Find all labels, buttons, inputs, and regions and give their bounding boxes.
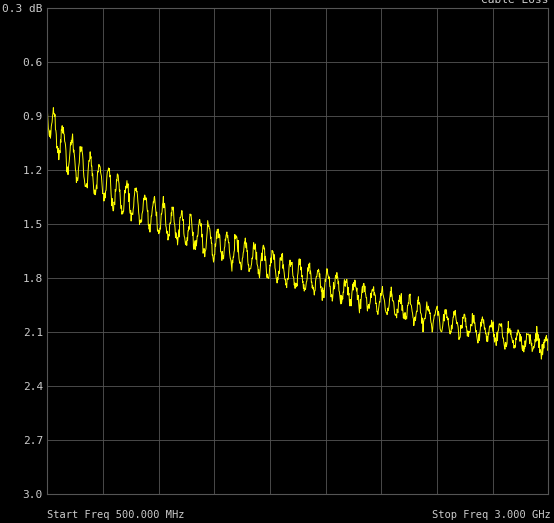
Text: Start Freq 500.000 MHz: Start Freq 500.000 MHz xyxy=(47,510,184,520)
Text: Cable Loss: Cable Loss xyxy=(481,0,548,5)
Text: Stop Freq 3.000 GHz: Stop Freq 3.000 GHz xyxy=(433,510,551,520)
